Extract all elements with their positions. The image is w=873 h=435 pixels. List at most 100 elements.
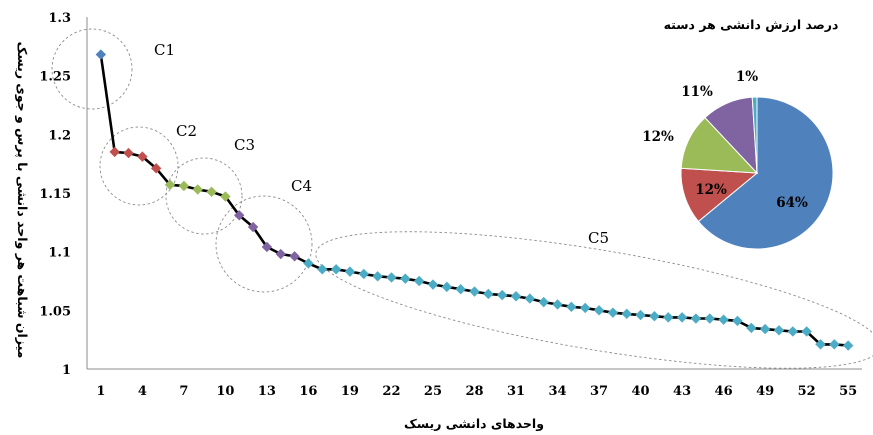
data-point-43 xyxy=(676,312,688,323)
pie-label-purple: 11% xyxy=(681,84,713,100)
data-point-29 xyxy=(483,288,494,300)
cluster-c3-circle xyxy=(165,157,243,235)
data-point-5 xyxy=(150,163,162,174)
y-tick-label: 1 xyxy=(62,363,71,378)
data-point-6 xyxy=(164,179,176,190)
x-tick-label: 22 xyxy=(382,384,400,399)
x-tick-label: 31 xyxy=(507,384,525,399)
y-tick-label: 1.3 xyxy=(48,11,71,26)
cluster-c4-circle xyxy=(215,195,313,293)
cluster-label-c4: C4 xyxy=(291,177,312,195)
x-tick-label: 34 xyxy=(548,384,566,399)
cluster-c2-circle xyxy=(99,126,179,206)
data-point-12 xyxy=(247,221,259,233)
data-point-52 xyxy=(801,326,812,337)
data-point-40 xyxy=(635,309,646,321)
x-tick-label: 4 xyxy=(138,384,147,399)
data-point-36 xyxy=(580,302,591,314)
cluster-labels: C1 C2 C3 C4 C5 xyxy=(154,41,609,247)
data-point-25 xyxy=(427,279,439,290)
x-tick-label: 55 xyxy=(839,384,857,399)
y-axis-title: میزان شباهت هر واحد دانشی با پرس و جوی ر… xyxy=(15,42,30,359)
cluster-label-c2: C2 xyxy=(176,122,197,140)
pie-title: درصد ارزش دانشی هر دسته xyxy=(664,17,839,32)
data-point-55 xyxy=(842,340,854,351)
x-tick-label: 46 xyxy=(715,384,733,399)
cluster-label-c3: C3 xyxy=(234,136,255,154)
x-tick-label: 1 xyxy=(96,384,105,399)
data-point-31 xyxy=(510,291,522,302)
data-point-51 xyxy=(787,326,799,337)
pie-label-teal: 1% xyxy=(736,69,758,85)
cluster-c1-circle xyxy=(51,28,133,110)
data-points xyxy=(95,49,854,351)
x-axis-title: واحدهای دانشی ریسک xyxy=(404,416,544,431)
data-point-30 xyxy=(496,289,508,301)
data-point-28 xyxy=(469,286,480,297)
data-point-46 xyxy=(718,314,729,325)
data-point-38 xyxy=(607,307,619,318)
data-point-44 xyxy=(690,313,702,324)
data-point-26 xyxy=(441,281,453,293)
cluster-outlines xyxy=(51,28,873,369)
data-point-13 xyxy=(261,241,273,253)
pie-label-blue: 64% xyxy=(776,195,808,211)
cluster-label-c5: C5 xyxy=(588,229,609,247)
y-tick-label: 1.25 xyxy=(39,70,71,85)
y-tick-label: 1.15 xyxy=(39,187,71,202)
data-point-22 xyxy=(386,272,397,283)
data-point-50 xyxy=(773,325,785,336)
pie-slice-0 xyxy=(697,96,834,250)
data-point-17 xyxy=(317,264,328,275)
pie-label-red: 12% xyxy=(695,182,727,198)
pie-label-green: 12% xyxy=(642,129,674,145)
data-point-21 xyxy=(372,271,383,282)
data-point-37 xyxy=(593,305,605,316)
data-point-54 xyxy=(829,339,840,350)
data-point-8 xyxy=(192,184,203,195)
data-point-34 xyxy=(552,299,563,310)
y-tick-labels: 1 1.05 1.1 1.15 1.2 1.25 1.3 xyxy=(39,11,71,378)
pie-slice-4 xyxy=(751,96,758,174)
data-point-33 xyxy=(538,296,549,308)
data-point-47 xyxy=(732,315,743,327)
x-tick-label: 10 xyxy=(216,384,234,399)
data-point-49 xyxy=(759,323,771,335)
x-tick-label: 7 xyxy=(179,384,188,399)
data-point-23 xyxy=(400,273,411,284)
data-point-3 xyxy=(123,147,134,159)
data-point-39 xyxy=(621,308,632,320)
y-tick-label: 1.1 xyxy=(48,246,71,261)
data-point-45 xyxy=(704,313,715,324)
x-tick-label: 40 xyxy=(632,384,650,399)
x-tick-label: 13 xyxy=(258,384,276,399)
x-tick-label: 19 xyxy=(341,384,359,399)
x-tick-label: 37 xyxy=(590,384,608,399)
data-point-11 xyxy=(234,210,245,221)
cluster-label-c1: C1 xyxy=(154,41,175,59)
x-tick-label: 43 xyxy=(673,384,691,399)
data-point-9 xyxy=(206,186,217,198)
data-point-35 xyxy=(566,301,577,313)
data-point-20 xyxy=(358,268,369,280)
x-tick-labels: 1 4 7 10 13 16 19 22 25 28 31 34 37 40 43 46 49 52 55 xyxy=(96,384,857,399)
data-point-14 xyxy=(275,248,286,260)
cluster-c5-ellipse xyxy=(315,231,873,369)
data-point-32 xyxy=(524,293,536,304)
data-point-7 xyxy=(178,180,190,192)
y-tick-label: 1.05 xyxy=(39,304,71,319)
data-point-16 xyxy=(303,258,314,269)
data-point-42 xyxy=(663,312,674,323)
pie-chart xyxy=(680,96,834,250)
data-point-4 xyxy=(137,151,148,162)
data-point-48 xyxy=(746,322,757,334)
x-tick-label: 49 xyxy=(756,384,774,399)
data-point-41 xyxy=(649,311,660,322)
data-point-15 xyxy=(289,251,300,262)
y-tick-label: 1.2 xyxy=(48,128,71,143)
data-point-1 xyxy=(95,49,107,60)
x-tick-label: 16 xyxy=(299,384,317,399)
data-point-27 xyxy=(455,284,466,295)
data-point-2 xyxy=(109,146,120,158)
